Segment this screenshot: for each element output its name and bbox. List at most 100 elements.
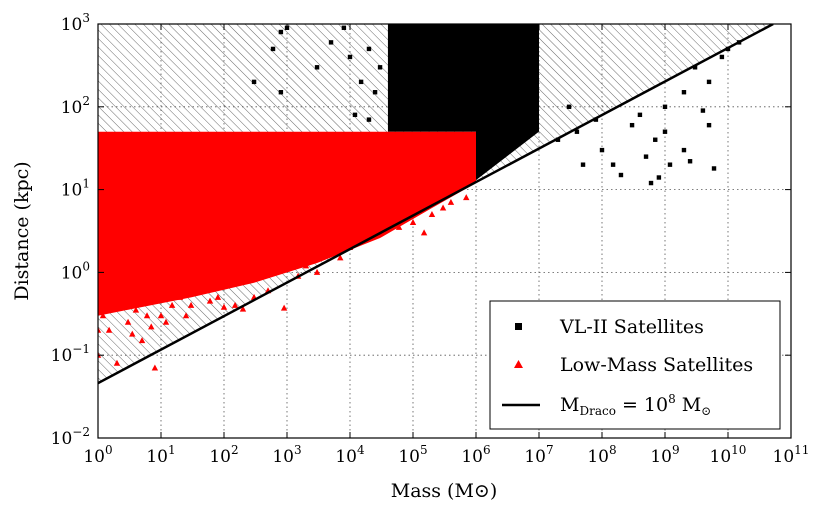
vl2-point <box>251 79 257 85</box>
vl2-point <box>366 117 372 122</box>
lowmass-point <box>182 312 190 319</box>
vl2-point <box>687 159 693 164</box>
vl2-point <box>706 122 712 128</box>
y-tick-label: 103 <box>61 11 90 35</box>
lowmass-point <box>428 211 436 218</box>
lowmass-point <box>214 293 222 300</box>
vl2-point <box>637 112 643 118</box>
vl2-point <box>270 46 276 52</box>
x-tick-label: 109 <box>650 443 679 467</box>
lowmass-point <box>245 276 253 283</box>
plot-frame <box>97 23 792 439</box>
vl2-dense-region <box>476 24 539 181</box>
lowmass-point <box>138 337 146 344</box>
vl2-point <box>278 29 284 35</box>
draco-line <box>98 24 774 385</box>
lowmass-point <box>151 364 159 371</box>
lowmass-point <box>187 301 195 308</box>
y-tick-label: 101 <box>61 177 90 201</box>
y-tick-label: 10−1 <box>51 342 90 366</box>
vl2-point <box>648 180 654 186</box>
lowmass-point <box>302 262 310 269</box>
lowmass-point <box>420 229 428 236</box>
x-tick-label: 106 <box>461 443 490 467</box>
lowmass-point <box>239 305 247 312</box>
x-axis-title: Mass (M⊙) <box>391 480 498 502</box>
lowmass-point <box>337 254 344 261</box>
lowmass-point <box>168 301 176 308</box>
lowmass-point <box>113 359 121 366</box>
vl2-point <box>662 104 668 109</box>
vl2-point <box>618 172 624 178</box>
x-tick-label: 102 <box>209 443 238 467</box>
lowmass-point <box>409 219 417 226</box>
x-tick-label: 104 <box>335 443 365 467</box>
lowmass-point <box>365 229 373 236</box>
x-axis-title-main: Mass (M⊙) <box>391 480 498 502</box>
vl2-point <box>366 46 372 52</box>
lowmass-point <box>313 268 321 275</box>
lowmass-point <box>463 194 470 201</box>
legend-marker-vl2 <box>515 323 522 330</box>
legend-label-vl2: VL-II Satellites <box>559 316 704 338</box>
lowmass-dense-region <box>98 131 476 316</box>
vl2-point <box>719 54 725 60</box>
vl2-point <box>352 112 358 118</box>
x-tick-label: 1010 <box>710 443 747 467</box>
vl2-point <box>643 154 649 159</box>
vl2-point <box>700 108 706 113</box>
lowmass-point <box>327 247 335 254</box>
vl2-point <box>574 129 580 134</box>
axis-ticks: 100 101 102 103 104 105 106 107 108 109 1010 1011 10… <box>51 11 810 467</box>
y-tick-label: 10−2 <box>51 425 90 449</box>
legend-label-draco: MDraco = 108 M⊙ <box>560 392 711 418</box>
vl2-point <box>278 90 284 95</box>
legend-label-lowmass: Low-Mass Satellites <box>560 354 753 376</box>
lowmass-point <box>148 323 155 330</box>
x-tick-label: 108 <box>587 443 616 467</box>
lowmass-point <box>206 297 214 304</box>
lowmass-point <box>98 326 102 333</box>
vl2-point <box>314 65 320 70</box>
vl2-point <box>372 90 378 95</box>
legend-marker-lowmass <box>514 360 523 368</box>
lowmass-point <box>176 293 184 300</box>
vl2-point <box>599 147 605 153</box>
lowmass-point <box>157 312 165 319</box>
lowmass-point <box>231 301 239 308</box>
vl2-point <box>706 79 712 85</box>
lowmass-point <box>98 293 102 300</box>
lowmass-point <box>269 268 277 275</box>
x-tick-label: 100 <box>83 443 112 467</box>
vl2-point <box>692 65 698 70</box>
vl2-dense-region <box>387 24 476 132</box>
lowmass-point <box>99 312 107 319</box>
lowmass-point <box>403 211 411 218</box>
vl2-point <box>681 90 687 95</box>
vl2-point <box>377 65 383 70</box>
x-tick-label: 1011 <box>773 443 810 467</box>
lowmass-point <box>124 318 132 325</box>
lowmass-point <box>439 204 447 211</box>
vl2-point <box>341 25 347 30</box>
y-tick-label: 100 <box>61 259 90 283</box>
draco-line-path <box>98 24 774 385</box>
lowmass-point <box>129 330 136 337</box>
lowmass-point <box>395 223 403 230</box>
dense-point-regions <box>98 24 539 316</box>
vl2-point <box>328 40 334 45</box>
lowmass-point <box>119 301 127 308</box>
x-tick-label: 107 <box>524 443 553 467</box>
x-tick-label: 105 <box>398 443 427 467</box>
vl2-point <box>653 137 658 142</box>
x-tick-label: 103 <box>272 443 301 467</box>
x-tick-label: 101 <box>146 443 175 467</box>
vl2-point <box>580 162 586 167</box>
y-tick-label: 102 <box>61 94 90 118</box>
vl2-point <box>662 129 668 134</box>
legend: VL-II Satellites Low-Mass Satellites MDr… <box>489 300 781 430</box>
lowmass-point <box>105 326 113 333</box>
vl2-point <box>681 147 687 153</box>
vl2-point <box>566 104 572 109</box>
